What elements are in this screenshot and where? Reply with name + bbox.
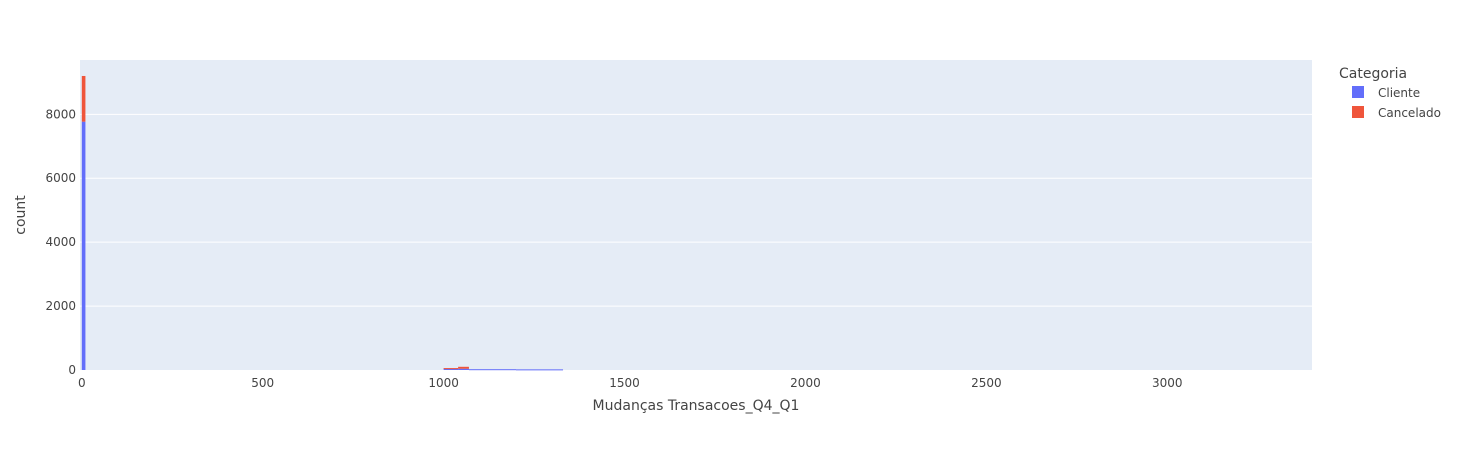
bar-cancelado[interactable] (81, 75, 86, 122)
plot-background (80, 60, 1312, 370)
x-tick-label: 2500 (971, 376, 1002, 390)
bars (81, 75, 564, 371)
y-axis-title: count (13, 195, 29, 235)
bar-cancelado[interactable] (458, 366, 469, 369)
x-axis-title: Mudanças Transacoes_Q4_Q1 (593, 398, 800, 414)
x-tick-label: 3000 (1152, 376, 1183, 390)
y-tick-label: 2000 (45, 299, 76, 313)
legend-item-cliente[interactable]: Cliente (1352, 86, 1420, 100)
x-tick-label: 500 (251, 376, 274, 390)
y-tick-label: 6000 (45, 171, 76, 185)
legend-item-cancelado[interactable]: Cancelado (1352, 106, 1441, 120)
y-tick-label: 0 (68, 363, 76, 377)
bar-cliente[interactable] (468, 369, 516, 371)
legend-swatch-cancelado (1352, 106, 1364, 118)
y-axis-ticks: 0 2000 4000 6000 8000 (45, 107, 76, 377)
legend: Categoria Cliente Cancelado (1339, 66, 1441, 120)
x-tick-label: 1000 (428, 376, 459, 390)
x-axis-ticks: 0 500 1000 1500 2000 2500 3000 (78, 376, 1183, 390)
legend-label-cancelado: Cancelado (1378, 106, 1441, 120)
x-tick-label: 0 (78, 376, 86, 390)
bar-cancelado[interactable] (443, 368, 459, 370)
bar-cliente[interactable] (443, 368, 459, 370)
bar-cliente[interactable] (81, 121, 86, 370)
gridlines (80, 113, 1312, 307)
bar-cliente[interactable] (515, 369, 564, 371)
legend-swatch-cliente (1352, 86, 1364, 98)
bar-cliente[interactable] (458, 368, 469, 370)
x-tick-label: 1500 (609, 376, 640, 390)
x-tick-label: 2000 (790, 376, 821, 390)
y-tick-label: 8000 (45, 107, 76, 121)
legend-title: Categoria (1339, 66, 1407, 82)
y-tick-label: 4000 (45, 235, 76, 249)
legend-label-cliente: Cliente (1378, 86, 1420, 100)
